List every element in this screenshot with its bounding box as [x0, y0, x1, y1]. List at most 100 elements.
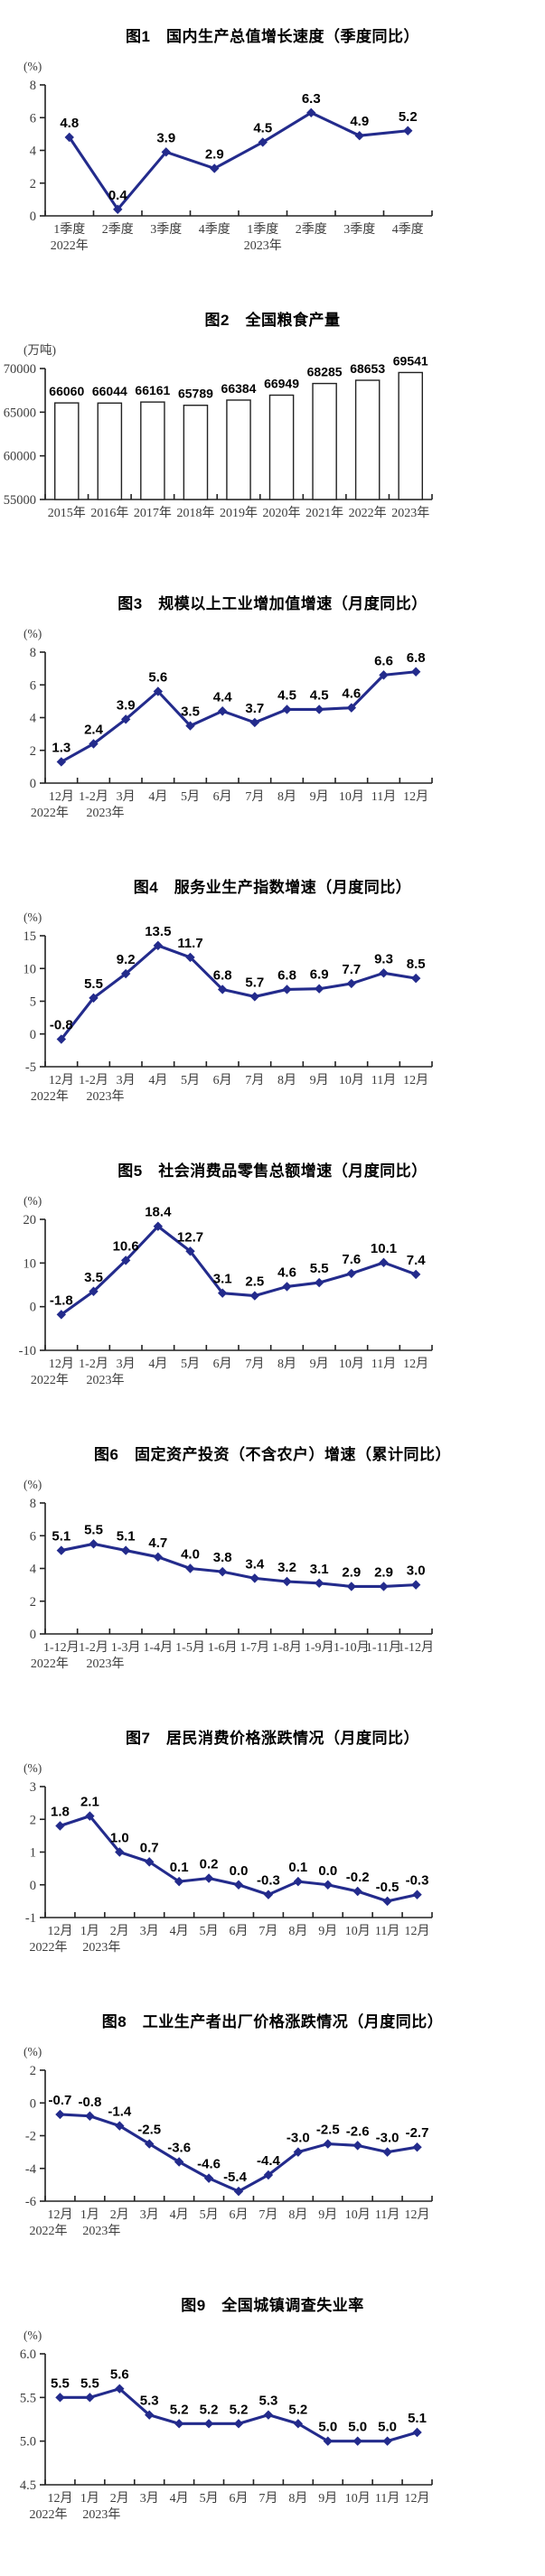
- fixed-asset-investment-chart: 图6 固定资产投资（不含农户）增速（累计同比） (%) 0 2 4 6 8 1-12月 1-2月…: [0, 1442, 545, 1675]
- data-label: -3.0: [376, 2131, 399, 2146]
- y-tick-label: 4: [30, 1563, 37, 1577]
- y-tick-label: 2: [30, 744, 36, 759]
- x-tick-year-label: 2023年: [82, 2507, 120, 2522]
- data-point-marker: [120, 714, 131, 724]
- data-point-marker: [56, 1545, 67, 1555]
- y-tick-label: 0: [30, 210, 36, 224]
- ppi-chart: 图8 工业生产者出厂价格涨跌情况（月度同比） (%) -6 -4 -2 0 2 12月 1月 2月…: [0, 2009, 545, 2242]
- data-point-marker: [323, 2436, 333, 2446]
- data-point-marker: [403, 126, 413, 135]
- data-label: 2.5: [245, 1274, 264, 1290]
- x-tick-label: 8月: [288, 2491, 307, 2506]
- data-point-marker: [352, 2436, 362, 2446]
- x-tick-label: 9月: [310, 789, 329, 804]
- data-label: 5.5: [84, 976, 103, 992]
- x-tick-label: 2022年: [349, 506, 387, 520]
- data-label: 1.0: [110, 1831, 129, 1846]
- data-label: 2.9: [205, 146, 224, 162]
- data-label: 2.4: [84, 723, 104, 738]
- x-tick-label: 3季度: [150, 222, 182, 237]
- data-point-marker: [382, 1896, 392, 1907]
- data-label: 4.7: [148, 1535, 167, 1551]
- x-tick-label: 2季度: [296, 222, 327, 237]
- x-tick-label: 2季度: [102, 222, 134, 237]
- data-point-marker: [217, 1566, 228, 1577]
- data-label: -0.3: [406, 1873, 429, 1889]
- data-point-marker: [314, 1578, 324, 1589]
- data-label: 4.5: [253, 120, 272, 135]
- data-point-marker: [113, 204, 123, 214]
- y-tick-label: 2: [30, 2064, 36, 2078]
- x-tick-label: 1-2月: [79, 1640, 108, 1655]
- bar: [398, 371, 423, 500]
- gdp-growth-chart-plot-area: (%) 0 2 4 6 8 1季度 2季度 3季度 4季度 1季度 2季度 3季度 4季度 2022年 202…: [23, 60, 433, 253]
- x-tick-year-label: 2023年: [82, 2224, 120, 2238]
- data-label: 0.0: [230, 1863, 249, 1879]
- data-label: 18.4: [145, 1205, 172, 1220]
- x-tick-label: 4月: [148, 1357, 167, 1371]
- x-tick-label: 12月: [47, 2491, 72, 2506]
- y-tick-label: 0: [30, 2096, 36, 2111]
- y-tick-label: 8: [30, 1497, 36, 1511]
- data-label: -2.5: [316, 2123, 340, 2138]
- data-label: 4.5: [310, 687, 329, 703]
- x-tick-label: 5月: [181, 789, 200, 804]
- x-tick-label: 1-9月: [305, 1640, 334, 1655]
- x-tick-label: 10月: [345, 1924, 371, 1938]
- y-axis-unit-label: (%): [23, 1194, 42, 1208]
- x-tick-label: 8月: [288, 2207, 307, 2222]
- unemployment-rate-chart-plot-area: (%) 4.5 5.0 5.5 6.0 12月 1月 2月 3月 4月 5月 6月 7月 8月 9月 10月 1…: [20, 2329, 433, 2522]
- x-tick-label: 1-12月: [398, 1640, 434, 1655]
- data-label: 3.4: [245, 1556, 265, 1572]
- x-tick-label: 4月: [148, 789, 167, 804]
- x-tick-label: 1月: [80, 1924, 99, 1938]
- x-tick-label: 10月: [345, 2207, 371, 2222]
- data-point-marker: [55, 2109, 65, 2120]
- data-point-marker: [217, 706, 228, 716]
- x-tick-label: 1-2月: [79, 789, 108, 804]
- x-tick-label: 9月: [318, 2207, 337, 2222]
- y-axis-unit-label: (%): [23, 60, 42, 73]
- x-tick-year-label: 2022年: [31, 806, 69, 820]
- data-label: 3.2: [277, 1560, 296, 1575]
- data-point-marker: [382, 2436, 392, 2446]
- data-label: 0.7: [140, 1840, 159, 1855]
- x-tick-label: 2016年: [90, 506, 128, 520]
- x-tick-label: 10月: [339, 1357, 364, 1371]
- data-label: 6.8: [213, 967, 232, 983]
- y-tick-label: -10: [19, 1344, 36, 1358]
- data-point-marker: [379, 1257, 389, 1268]
- bar: [54, 402, 80, 500]
- data-point-marker: [314, 705, 324, 714]
- y-tick-label: 0: [30, 1628, 36, 1642]
- data-label: 66949: [264, 376, 299, 390]
- x-tick-label: 12月: [49, 789, 74, 804]
- y-tick-label: 15: [23, 929, 37, 944]
- y-tick-label: -6: [25, 2195, 36, 2209]
- data-label: 0.2: [200, 1857, 219, 1872]
- data-label: 5.1: [52, 1529, 70, 1545]
- data-point-marker: [203, 2419, 214, 2429]
- data-label: 5.5: [80, 2375, 99, 2391]
- y-axis-unit-label: (%): [23, 910, 42, 924]
- data-point-marker: [89, 1539, 99, 1549]
- data-point-marker: [55, 1821, 65, 1831]
- data-point-marker: [120, 1545, 131, 1555]
- data-point-marker: [410, 973, 421, 984]
- data-label: 4.4: [213, 689, 233, 705]
- data-point-marker: [379, 968, 389, 978]
- data-point-marker: [379, 1582, 389, 1591]
- bar: [268, 394, 295, 500]
- ppi-chart-plot-area: (%) -6 -4 -2 0 2 12月 1月 2月 3月 4月 5月 6月 7月 8月 9月 10月 11月 12…: [23, 2045, 433, 2238]
- chart-title: 图3 规模以上工业增加值增速（月度同比）: [117, 595, 428, 612]
- data-label: 0.4: [108, 188, 128, 203]
- data-point-marker: [145, 2410, 155, 2420]
- x-tick-label: 6月: [230, 1924, 249, 1938]
- data-label: 4.0: [181, 1547, 200, 1563]
- x-tick-label: 9月: [310, 1357, 329, 1371]
- data-point-marker: [410, 667, 421, 677]
- data-label: 4.6: [277, 1265, 296, 1280]
- x-tick-year-label: 2022年: [29, 2507, 67, 2522]
- data-label: 2.9: [374, 1564, 393, 1580]
- data-point-marker: [174, 2419, 184, 2429]
